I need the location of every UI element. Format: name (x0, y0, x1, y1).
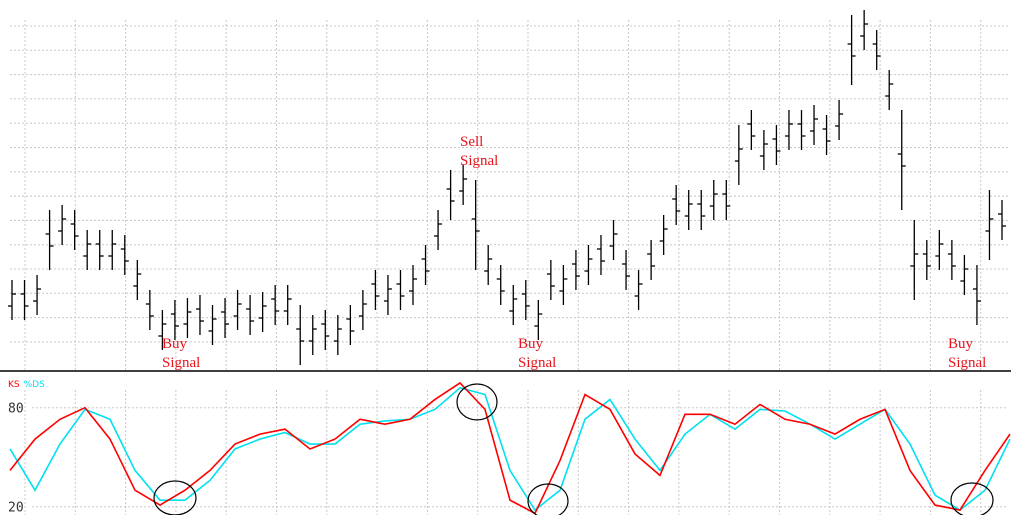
y-tick-label: 20 (8, 501, 24, 515)
legend-entry: %DS (24, 380, 45, 390)
legend-entry: KS (8, 380, 20, 390)
signal-circle (456, 383, 498, 421)
signal-circle (153, 480, 197, 515)
annotation: Signal (948, 355, 986, 371)
series-line (9, 381, 1011, 515)
series-line (9, 387, 1011, 512)
annotation: Buy (518, 336, 544, 352)
annotation: Buy (162, 336, 188, 352)
annotation: Signal (460, 153, 498, 169)
annotation: Signal (518, 355, 556, 371)
annotation: Buy (948, 336, 974, 352)
annotation: Sell (460, 134, 483, 150)
signal-circle (527, 483, 569, 515)
y-tick-label: 80 (8, 402, 24, 417)
signal-circle (950, 482, 994, 515)
annotation: Signal (162, 355, 200, 371)
